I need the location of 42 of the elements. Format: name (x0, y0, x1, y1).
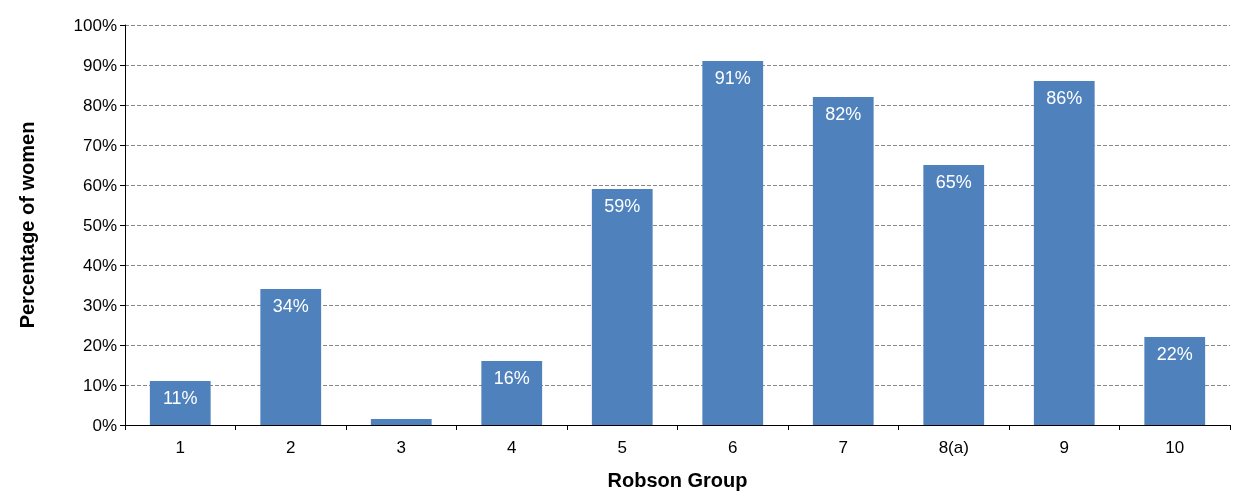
x-axis-title: Robson Group (607, 469, 748, 491)
data-label: 59% (604, 196, 641, 216)
data-label: 34% (272, 296, 309, 316)
y-tick-label: 0% (92, 415, 117, 435)
x-tick-label: 3 (396, 438, 406, 457)
x-tick-label: 10 (1165, 438, 1185, 457)
bar (591, 189, 653, 425)
y-tick-label: 50% (82, 215, 117, 235)
bar (702, 61, 764, 425)
bar (260, 289, 322, 425)
y-tick-label: 80% (82, 95, 117, 115)
y-tick-label: 30% (82, 295, 117, 315)
data-label: 22% (1156, 344, 1193, 364)
data-label: 91% (714, 68, 751, 88)
y-tick-label: 70% (82, 135, 117, 155)
x-tick-label: 6 (728, 438, 738, 457)
bar (1144, 337, 1206, 425)
data-label: 82% (825, 104, 862, 124)
x-tick-label: 2 (286, 438, 296, 457)
x-tick-label: 7 (838, 438, 848, 457)
x-tick-label: 4 (507, 438, 517, 457)
x-tick-label: 8(a) (938, 438, 969, 457)
bar (812, 97, 874, 425)
x-tick-label: 9 (1059, 438, 1069, 457)
x-tick-label: 1 (175, 438, 185, 457)
y-tick-label: 40% (82, 255, 117, 275)
y-axis-title: Percentage of women (16, 121, 38, 329)
bar (923, 165, 985, 425)
data-label: 16% (493, 368, 530, 388)
y-tick-label: 90% (82, 55, 117, 75)
bar (370, 419, 432, 425)
y-tick-label: 20% (82, 335, 117, 355)
y-tick-label: 10% (82, 375, 117, 395)
y-tick-label: 100% (73, 15, 117, 35)
data-label: 86% (1046, 88, 1083, 108)
data-label: 11% (162, 388, 198, 408)
x-tick-label: 5 (617, 438, 627, 457)
bar (1033, 81, 1095, 425)
bar (149, 381, 211, 425)
y-tick-label: 60% (82, 175, 117, 195)
bar (481, 361, 543, 425)
data-label: 65% (935, 172, 972, 192)
